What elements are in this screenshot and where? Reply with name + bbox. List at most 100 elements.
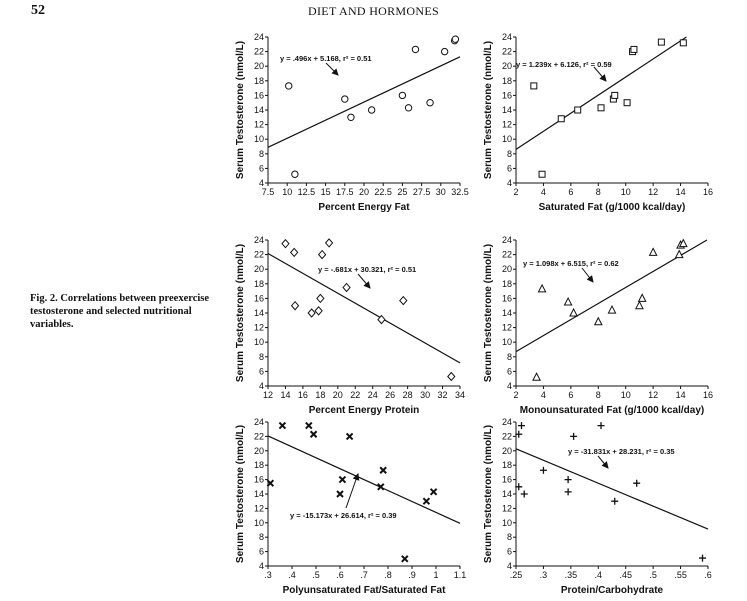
y-tick-label: 20 bbox=[254, 446, 264, 456]
x-tick-label: .3 bbox=[540, 570, 548, 580]
plot-poly-sat-ratio: 4 6 8 10 12 14 16 18 20 22 24 .3 .4 .5 .6 .7 .8 .9 1 1.1 Pol… bbox=[235, 417, 466, 596]
data-point-triangle bbox=[569, 307, 579, 317]
y-tick-label: 8 bbox=[259, 149, 264, 159]
data-point-circle bbox=[291, 170, 299, 178]
y-tick-label: 16 bbox=[502, 90, 512, 100]
x-tick-label: 22 bbox=[350, 390, 360, 400]
data-point-cross bbox=[336, 490, 344, 498]
x-tick-label: 10 bbox=[621, 390, 631, 400]
data-point bbox=[278, 421, 287, 430]
data-point bbox=[290, 247, 299, 258]
y-tick-label: 18 bbox=[254, 460, 264, 470]
data-point-circle bbox=[285, 82, 293, 90]
y-tick-label: 14 bbox=[502, 308, 512, 318]
y-tick-label: 12 bbox=[254, 323, 264, 333]
data-point bbox=[515, 430, 523, 438]
x-tick-label: 30 bbox=[436, 187, 446, 197]
data-point bbox=[674, 249, 684, 259]
y-axis-label: Serum Testosterone (nmol/L) bbox=[483, 425, 494, 563]
x-tick-label: 25 bbox=[397, 187, 407, 197]
data-point-circle bbox=[426, 99, 434, 107]
x-tick-label: 32 bbox=[438, 390, 448, 400]
data-point bbox=[367, 106, 376, 114]
x-tick-label: 26 bbox=[385, 390, 395, 400]
data-point bbox=[451, 35, 460, 43]
y-tick-label: 4 bbox=[259, 561, 264, 571]
y-tick-label: 16 bbox=[502, 293, 512, 303]
x-tick-label: .9 bbox=[408, 570, 416, 580]
data-point-circle bbox=[411, 45, 420, 54]
y-tick-label: 16 bbox=[254, 90, 264, 100]
data-point-triangle bbox=[593, 316, 603, 326]
y-tick-label: 8 bbox=[507, 352, 512, 362]
data-point bbox=[539, 466, 547, 474]
y-tick-label: 14 bbox=[254, 489, 264, 499]
y-tick-label: 8 bbox=[507, 532, 512, 542]
data-point-circle bbox=[440, 47, 449, 56]
x-axis-label: Protein/Carbohydrate bbox=[561, 585, 664, 596]
y-tick-label: 12 bbox=[502, 120, 512, 130]
data-point-cross bbox=[422, 497, 431, 505]
data-point bbox=[570, 432, 578, 440]
data-point-circle bbox=[367, 106, 376, 114]
y-tick-label: 18 bbox=[502, 279, 512, 289]
data-point-triangle bbox=[635, 300, 644, 310]
y-tick-label: 8 bbox=[507, 149, 512, 159]
y-tick-label: 14 bbox=[502, 489, 512, 499]
data-point bbox=[557, 115, 565, 123]
data-point bbox=[593, 316, 603, 326]
data-point-square bbox=[574, 106, 582, 114]
x-tick-label: 32.5 bbox=[451, 187, 469, 197]
x-tick-label: .7 bbox=[360, 570, 368, 580]
y-tick-label: 6 bbox=[507, 366, 512, 376]
data-point bbox=[563, 296, 573, 306]
data-point bbox=[520, 490, 528, 498]
x-tick-label: .8 bbox=[384, 570, 392, 580]
y-tick-label: 10 bbox=[502, 134, 512, 144]
y-tick-label: 6 bbox=[259, 547, 264, 557]
figure-caption: Fig. 2. Correlations between preexercise… bbox=[30, 292, 223, 331]
data-point bbox=[426, 99, 434, 107]
y-tick-label: 10 bbox=[254, 134, 264, 144]
data-point bbox=[429, 488, 438, 496]
data-point-triangle bbox=[607, 304, 617, 314]
data-point-plus bbox=[539, 466, 547, 474]
data-point-cross bbox=[379, 466, 387, 474]
data-point bbox=[377, 314, 386, 325]
running-title: DIET AND HORMONES bbox=[308, 4, 439, 18]
data-point bbox=[530, 82, 538, 90]
x-axis-label: Polyunsaturated Fat/Saturated Fat bbox=[283, 585, 446, 596]
equation-arrow bbox=[345, 473, 360, 509]
data-point bbox=[305, 421, 313, 430]
data-point-square bbox=[557, 115, 565, 123]
data-point-diamond bbox=[307, 308, 316, 318]
x-tick-label: 10 bbox=[621, 187, 631, 197]
data-point bbox=[401, 555, 409, 563]
y-tick-label: 6 bbox=[259, 366, 264, 376]
equation-arrow bbox=[597, 455, 609, 469]
x-tick-label: 8 bbox=[596, 187, 601, 197]
y-tick-label: 24 bbox=[254, 32, 264, 42]
regression-equation: y = .496x + 5.168, r² = 0.51 bbox=[280, 54, 372, 63]
y-tick-label: 6 bbox=[507, 163, 512, 173]
x-tick-label: 12 bbox=[263, 390, 273, 400]
y-axis-label: Serum Testosterone (nmol/L) bbox=[235, 244, 246, 382]
data-point-diamond bbox=[447, 371, 456, 382]
y-tick-label: 24 bbox=[254, 235, 264, 245]
data-point-cross bbox=[338, 475, 347, 484]
x-tick-label: 22.5 bbox=[374, 187, 392, 197]
equation-arrow bbox=[357, 273, 371, 289]
data-point bbox=[290, 300, 300, 311]
data-point bbox=[291, 170, 299, 178]
x-tick-label: .3 bbox=[264, 570, 272, 580]
data-point-circle bbox=[398, 91, 407, 100]
data-point bbox=[447, 371, 456, 382]
data-point-cross bbox=[305, 421, 313, 430]
y-tick-label: 6 bbox=[259, 163, 264, 173]
data-point-triangle bbox=[674, 249, 684, 259]
y-tick-label: 14 bbox=[254, 308, 264, 318]
data-point-square bbox=[611, 91, 619, 99]
y-tick-label: 4 bbox=[507, 381, 512, 391]
equation-arrow bbox=[581, 267, 594, 283]
